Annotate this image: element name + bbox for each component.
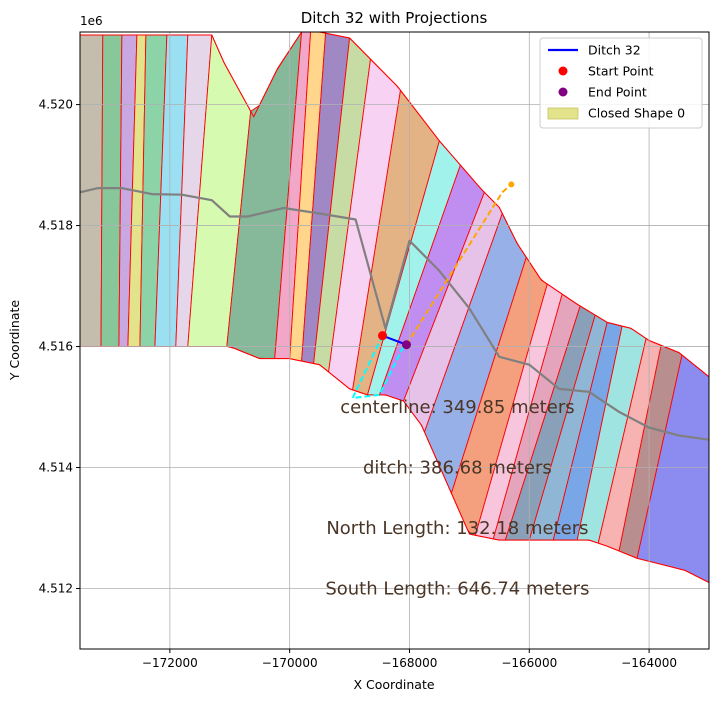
plot-area: centerline: 349.85 meters ditch: 386.68 m…: [80, 32, 709, 649]
legend-label: Closed Shape 0: [588, 106, 685, 121]
grid-layer: [80, 32, 709, 649]
annotation-text: centerline: 349.85 meters: [340, 397, 574, 418]
y-tick-label: 4.514: [39, 461, 73, 475]
annotation-text: ditch: 386.68 meters: [363, 458, 552, 479]
annotation-layer: centerline: 349.85 meters ditch: 386.68 m…: [325, 397, 589, 599]
north-projection-end-marker: [508, 181, 515, 188]
x-tick-label: −170000: [262, 656, 318, 670]
centerline: [80, 187, 709, 441]
x-axis-label: X Coordinate: [353, 677, 434, 692]
x-tick-label: −168000: [382, 656, 438, 670]
y-tick-label: 4.520: [39, 98, 73, 112]
closed-shape-south-edge: [80, 346, 709, 583]
legend-label: End Point: [588, 85, 647, 100]
x-tick-label: −164000: [621, 656, 677, 670]
y-tick-label: 4.518: [39, 219, 73, 233]
y-tick-label: 4.516: [39, 340, 73, 354]
end-point-marker: [401, 340, 411, 350]
x-tick-label: −172000: [142, 656, 198, 670]
annotation-text: North Length: 132.18 meters: [326, 518, 588, 539]
y-offset-label: 1e6: [80, 14, 103, 28]
legend-swatch-marker: [558, 87, 568, 97]
chart-title: Ditch 32 with Projections: [301, 9, 488, 27]
x-tick-label: −166000: [501, 656, 557, 670]
x-axis-ticks: −172000 −170000 −168000 −166000 −164000: [142, 649, 677, 670]
legend-label: Ditch 32: [588, 43, 641, 58]
closed-shape-north-edge: [80, 32, 709, 378]
north-projection-line: [405, 183, 512, 346]
y-axis-label: Y Coordinate: [7, 300, 22, 381]
legend-swatch-patch: [547, 107, 579, 120]
axes-frame: [79, 31, 710, 650]
legend-box: [539, 37, 703, 129]
legend-swatch-marker: [558, 66, 568, 76]
legend: Ditch 32 Start Point End Point Closed Shape…: [539, 37, 703, 129]
start-point-marker: [378, 331, 388, 341]
y-axis-ticks: 4.512 4.514 4.516 4.518 4.520: [39, 98, 80, 596]
legend-label: Start Point: [588, 64, 654, 79]
line-layer: [80, 181, 709, 441]
y-tick-label: 4.512: [39, 582, 73, 596]
south-projection-line: [350, 335, 405, 400]
annotation-text: South Length: 646.74 meters: [325, 579, 589, 600]
closed-shape-stripe: [100, 34, 123, 347]
